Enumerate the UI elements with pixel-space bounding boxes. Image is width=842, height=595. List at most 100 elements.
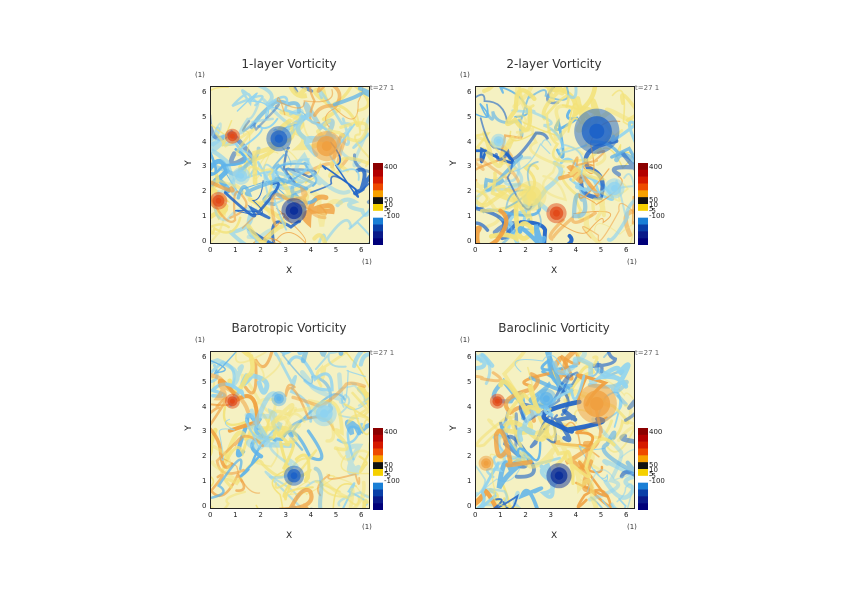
vorticity-filament xyxy=(211,472,246,497)
colorbar-segment xyxy=(373,197,383,205)
colorbar-label: 5 xyxy=(384,205,389,213)
colorbar-segment xyxy=(373,190,383,198)
x-tick-label: 5 xyxy=(333,511,339,519)
vortex-core xyxy=(229,133,235,139)
x-tick-label: 3 xyxy=(548,246,553,254)
vorticity-filament xyxy=(476,488,499,508)
colorbar-label: -100 xyxy=(384,477,400,485)
colorbar-segment xyxy=(373,428,383,436)
colorbar-label: 50 xyxy=(384,461,393,469)
y-tick-label: 5 xyxy=(467,377,472,386)
vorticity-filament xyxy=(211,360,226,374)
x-tick-label: 4 xyxy=(308,511,314,519)
vorticity-filament xyxy=(218,418,235,461)
x-tick-label: 2 xyxy=(523,511,528,519)
vorticity-filament xyxy=(332,483,357,508)
panel-title: Baroclinic Vorticity xyxy=(498,321,610,335)
vortex-core xyxy=(276,396,282,402)
colorbar-label: -5 xyxy=(384,472,391,480)
colorbar-label: -5 xyxy=(384,207,391,215)
vorticity-filament xyxy=(231,89,264,108)
y-tick-label: 2 xyxy=(467,452,472,461)
x-tick-label: 5 xyxy=(598,511,604,519)
vorticity-field xyxy=(210,86,370,244)
vortex-core xyxy=(494,398,500,404)
vorticity-filament xyxy=(215,434,265,475)
y-tick-label: 1 xyxy=(202,212,207,221)
vorticity-filament xyxy=(337,491,369,507)
x-tick-label: 0 xyxy=(473,246,478,254)
vorticity-filament xyxy=(602,459,634,500)
colorbar-segment xyxy=(638,455,648,463)
vorticity-filament xyxy=(493,428,533,468)
colorbar-segment xyxy=(638,469,648,477)
time-label: t=27 1 xyxy=(635,84,660,92)
vorticity-filament xyxy=(220,457,261,494)
x-unit-label: (1) xyxy=(627,523,637,531)
vorticity-filament xyxy=(234,352,267,364)
colorbar-label: 5 xyxy=(649,205,654,213)
vorticity-filament xyxy=(514,354,570,411)
colorbar-segment xyxy=(638,441,648,449)
vorticity-filament xyxy=(257,87,274,106)
colorbar-segment xyxy=(373,434,383,442)
vorticity-filament xyxy=(332,87,369,107)
y-tick-label: 4 xyxy=(467,402,472,411)
vorticity-filament xyxy=(274,449,318,489)
colorbar-segment xyxy=(373,448,383,456)
colorbar-segment xyxy=(638,489,648,497)
vorticity-filament xyxy=(255,467,293,508)
vorticity-filament xyxy=(271,415,302,443)
colorbar-label: 50 xyxy=(384,196,393,204)
vorticity-filament xyxy=(601,497,627,508)
x-tick-label: 1 xyxy=(233,246,238,254)
vorticity-filament xyxy=(487,418,533,465)
vorticity-filament xyxy=(331,87,369,128)
vortex-core xyxy=(590,397,604,411)
colorbar-segment xyxy=(638,224,648,232)
y-unit-label: (1) xyxy=(460,336,470,344)
y-tick-label: 2 xyxy=(467,187,472,196)
y-tick-label: 5 xyxy=(467,112,472,121)
vorticity-filament xyxy=(489,453,510,508)
colorbar-segment xyxy=(638,183,648,191)
vorticity-filament xyxy=(211,122,222,164)
vorticity-filament xyxy=(631,195,634,225)
colorbar-segment xyxy=(638,197,648,205)
vortex-core xyxy=(321,141,332,152)
colorbar-label: 10 xyxy=(384,201,393,209)
vorticity-filament xyxy=(520,87,570,121)
vorticity-filament xyxy=(518,486,544,508)
panel-title: 1-layer Vorticity xyxy=(241,57,337,71)
vorticity-filament xyxy=(287,355,334,392)
vorticity-filament xyxy=(569,147,607,182)
vorticity-filament xyxy=(211,148,247,176)
vorticity-filament xyxy=(517,224,547,243)
colorbar-segment xyxy=(373,238,383,245)
vorticity-filament xyxy=(325,87,364,128)
vorticity-filament xyxy=(321,479,366,508)
colorbar-segment xyxy=(373,210,383,218)
x-tick-label: 4 xyxy=(308,246,314,254)
y-tick-label: 1 xyxy=(202,477,207,486)
y-tick-label: 0 xyxy=(202,502,207,510)
vorticity-filament xyxy=(344,352,369,389)
x-unit-label: (1) xyxy=(627,258,637,266)
vorticity-filament xyxy=(488,203,537,243)
vorticity-filament xyxy=(211,179,279,230)
colorbar-segment xyxy=(373,183,383,191)
colorbar xyxy=(373,428,383,510)
y-tick-label: 6 xyxy=(202,87,207,96)
vorticity-filament xyxy=(269,428,295,470)
vorticity-filament xyxy=(315,399,349,452)
x-tick-label: 4 xyxy=(573,246,579,254)
vorticity-filament xyxy=(316,472,361,497)
vorticity-filament xyxy=(314,352,347,371)
vorticity-filament xyxy=(211,443,241,484)
vortex-core xyxy=(274,134,284,143)
vorticity-filament xyxy=(321,141,359,198)
colorbar-segment xyxy=(373,231,383,239)
vorticity-filament xyxy=(211,216,242,235)
vorticity-filament xyxy=(211,180,235,193)
